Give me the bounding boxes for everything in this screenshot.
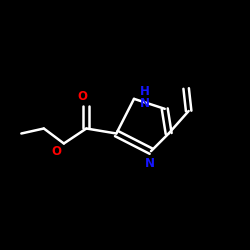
Text: H
N: H N	[140, 85, 150, 110]
Text: O: O	[78, 90, 88, 103]
Text: N: N	[145, 158, 155, 170]
Text: O: O	[52, 146, 62, 158]
